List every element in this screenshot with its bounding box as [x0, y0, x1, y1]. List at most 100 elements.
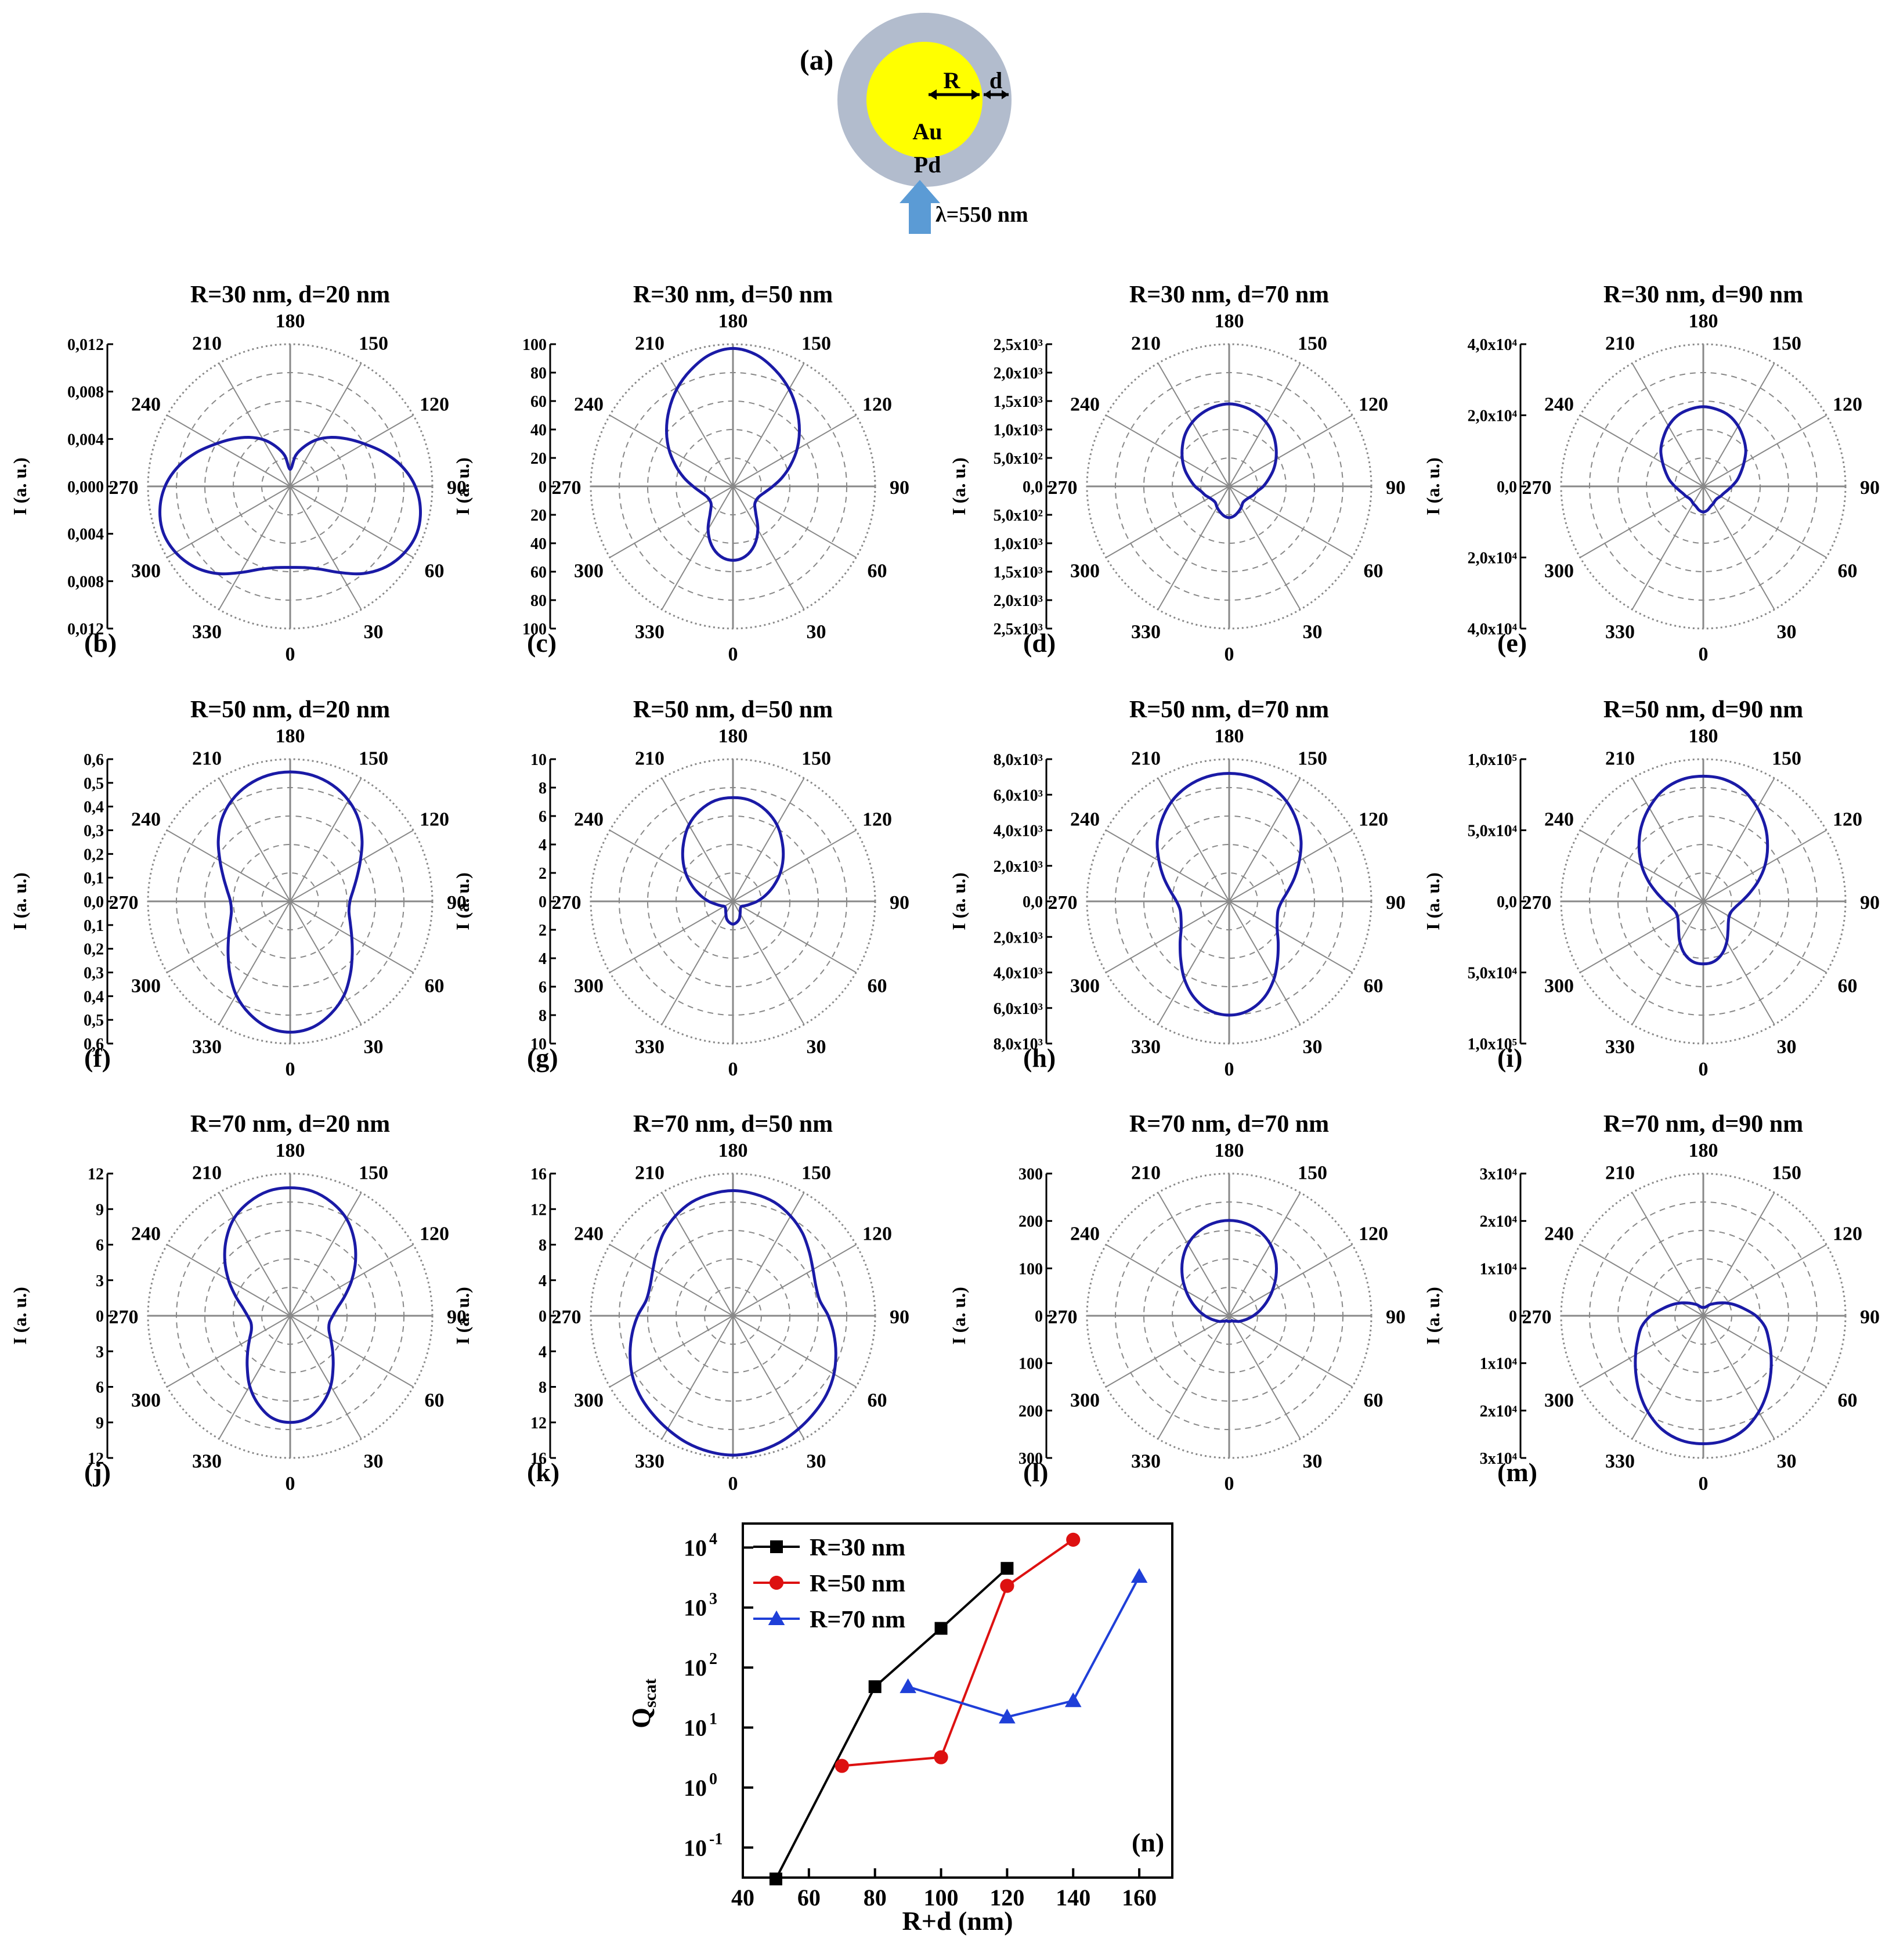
polar-angle-label: 270 [1048, 1306, 1078, 1328]
polar-grid-spoke [290, 778, 362, 902]
chart-n-y-tick-exponent: 3 [709, 1590, 717, 1608]
polar-panel-e: R=30 nm, d=90 nm 0 30 60 90 120 150 180 210 240 27… [1422, 281, 1880, 665]
panel-label-c: (c) [527, 628, 557, 658]
polar-tick-label: 6 [539, 979, 547, 997]
polar-angle-label: 0 [286, 1059, 295, 1080]
polar-grid-spoke [1703, 486, 1775, 610]
chart-n-x-tick-label: 140 [1056, 1885, 1090, 1911]
polar-tick-label: 4,0x10³ [994, 822, 1043, 840]
polar-grid-spoke [218, 778, 291, 902]
polar-tick-label: 0,0 [1023, 478, 1043, 496]
polar-angle-label: 300 [131, 561, 161, 582]
polar-grid-spoke [290, 901, 362, 1025]
polar-grid-spoke [1229, 901, 1353, 973]
polar-grid-spoke [1580, 1315, 1704, 1388]
polar-angle-label: 90 [890, 892, 909, 914]
polar-angle-label: 270 [552, 477, 581, 499]
polar-tick-label: 0,5 [84, 1012, 104, 1030]
polar-angle-label: 270 [109, 1306, 139, 1328]
polar-angle-label: 300 [574, 976, 604, 997]
polar-angle-label: 30 [807, 1037, 826, 1058]
polar-angle-label: 30 [807, 622, 826, 643]
chart-n-data-point [1064, 1692, 1082, 1708]
polar-tick-label: 0,6 [84, 751, 104, 769]
polar-angle-label: 30 [1777, 1037, 1797, 1058]
polar-panel-k: R=70 nm, d=50 nm030609012015018021024027… [452, 1111, 909, 1495]
chart-n-data-point [1130, 1568, 1148, 1583]
polar-angle-label: 60 [1838, 976, 1858, 997]
polar-y-axis-label: I (a. u.) [9, 457, 30, 515]
polar-tick-label: 4 [539, 950, 547, 968]
polar-angle-label: 300 [1070, 561, 1100, 582]
polar-angle-label: 120 [1359, 809, 1388, 831]
polar-tick-label: 4,0x10⁴ [1468, 336, 1518, 354]
polar-angle-label: 180 [276, 311, 305, 332]
polar-tick-label: 0,0 [1497, 478, 1517, 496]
polar-angle-label: 210 [1605, 333, 1635, 354]
polar-tick-label: 12 [530, 1414, 547, 1432]
polar-title-i: R=50 nm, d=90 nm [1603, 696, 1803, 723]
polar-angle-label: 330 [192, 622, 222, 643]
polar-grid-spoke [167, 486, 291, 558]
polar-tick-label: 1,0x10⁵ [1468, 1035, 1517, 1053]
polar-angle-label: 180 [718, 1140, 748, 1161]
polar-y-axis-label: I (a. u.) [948, 457, 969, 515]
polar-angle-label: 60 [1364, 561, 1384, 582]
polar-tick-label: 0 [96, 1308, 104, 1326]
chart-n-x-tick-label: 60 [797, 1885, 821, 1911]
panel-label-a: (a) [800, 44, 833, 76]
panel-label-j: (j) [84, 1457, 111, 1487]
polar-angle-label: 60 [425, 976, 445, 997]
polar-grid-spoke [218, 1192, 291, 1316]
polar-angle-label: 60 [1364, 976, 1384, 997]
polar-angle-label: 150 [1772, 333, 1801, 354]
chart-n-data-point [1000, 1579, 1014, 1593]
polar-tick-label: 100 [522, 620, 547, 638]
polar-tick-label: 2,5x10³ [994, 620, 1043, 638]
chart-n-data-point [1066, 1532, 1081, 1547]
polar-tick-label: 0,5 [84, 775, 104, 793]
polar-tick-label: 3x10⁴ [1480, 1165, 1518, 1183]
polar-grid-spoke [167, 414, 291, 487]
polar-angle-label: 180 [1215, 311, 1244, 332]
polar-grid-spoke [732, 486, 857, 558]
polar-panel-d: R=30 nm, d=70 nm 0 30 60 90 120 150 180 210 240 27… [948, 281, 1406, 665]
polar-grid-spoke [290, 1192, 362, 1316]
chart-n-legend-label: R=50 nm [810, 1571, 905, 1597]
polar-angle-label: 240 [1544, 394, 1574, 416]
polar-tick-label: 0 [539, 478, 547, 496]
shell-label: Pd [914, 151, 941, 178]
polar-angle-label: 180 [1215, 725, 1244, 747]
polar-tick-label: 0,0 [1497, 893, 1517, 911]
polar-tick-label: 8 [539, 1237, 547, 1255]
chart-n-legend-marker [770, 1540, 783, 1553]
polar-grid-spoke [1631, 901, 1704, 1025]
polar-angle-label: 300 [574, 1390, 604, 1412]
polar-grid-spoke [1229, 1244, 1353, 1316]
polar-grid-spoke [290, 829, 414, 902]
polar-tick-label: 4 [539, 1272, 547, 1290]
polar-tick-label: 100 [1018, 1260, 1043, 1278]
polar-panel-h: R=50 nm, d=70 nm 0 30 60 90 120 150 180 210 240 27… [948, 696, 1406, 1080]
polar-angle-label: 0 [728, 644, 738, 665]
polar-grid-spoke [661, 901, 734, 1025]
polar-angle-label: 120 [862, 394, 892, 416]
chart-n-data-point [999, 1709, 1016, 1724]
polar-angle-label: 240 [1070, 809, 1100, 831]
polar-grid-spoke [1229, 901, 1301, 1025]
polar-tick-label: 60 [530, 393, 547, 411]
chart-n-y-tick-exponent: 0 [709, 1770, 717, 1788]
polar-panel-i: R=50 nm, d=90 nm 0 30 60 90 120 150 180 210 240 27… [1422, 696, 1880, 1080]
polar-tick-label: 20 [530, 507, 547, 525]
polar-grid-spoke [218, 901, 291, 1025]
polar-grid-spoke [1580, 1244, 1704, 1316]
incident-light-arrow [900, 180, 940, 234]
polar-angle-label: 270 [109, 477, 139, 499]
polar-angle-label: 150 [359, 748, 388, 769]
au-core [866, 42, 983, 158]
polar-grid-spoke [167, 829, 291, 902]
polar-angle-label: 60 [1838, 561, 1858, 582]
polar-tick-label: 4 [539, 1343, 547, 1361]
polar-angle-label: 150 [1772, 1162, 1801, 1183]
